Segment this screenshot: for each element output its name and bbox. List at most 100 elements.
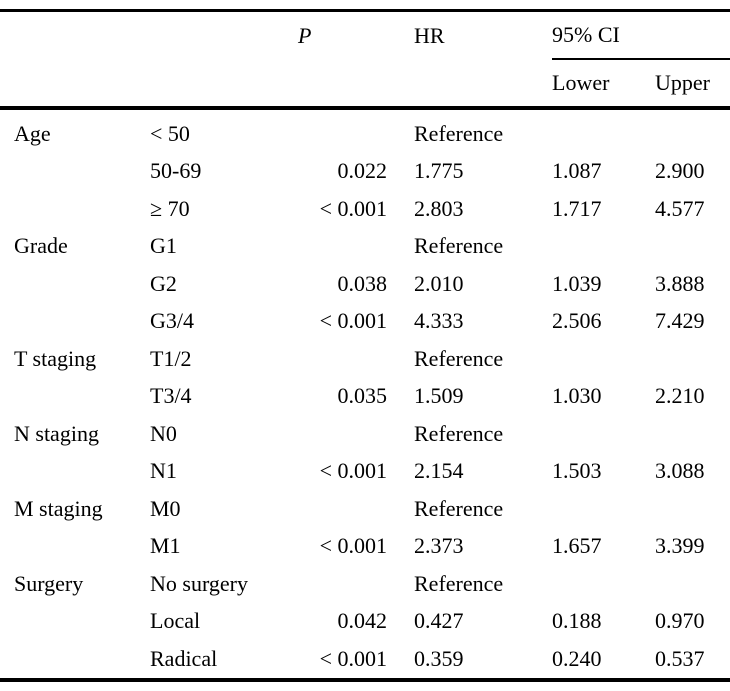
level-cell: T1/2 [150, 345, 192, 371]
table-row: Radical < 0.001 0.359 0.240 0.537 [0, 640, 730, 678]
hr-cell: 2.373 [414, 533, 464, 559]
table-row: G3/4 < 0.001 4.333 2.506 7.429 [0, 303, 730, 341]
subheader-blank-4 [387, 60, 552, 110]
ci-lower-cell: 1.039 [552, 270, 602, 296]
subheader-blank-1 [0, 60, 150, 110]
ci-lower-cell: 1.717 [552, 195, 602, 221]
category-cell: Grade [14, 233, 68, 259]
header-hr: HR [414, 22, 445, 48]
p-value-cell: < 0.001 [319, 195, 387, 221]
p-value-cell [292, 490, 387, 528]
header-p: P [298, 22, 312, 48]
ci-upper-cell [655, 228, 730, 266]
level-cell: N1 [150, 458, 177, 484]
level-cell: N0 [150, 420, 177, 446]
table-body: Age < 50 Reference 50-69 0.022 1.775 1.0… [0, 110, 730, 678]
level-cell: M1 [150, 533, 181, 559]
category-cell [0, 453, 150, 491]
header-level-blank [150, 12, 292, 60]
level-cell: G3/4 [150, 308, 194, 334]
table-row: Grade G1 Reference [0, 228, 730, 266]
ci-lower-cell: 1.087 [552, 158, 602, 184]
ci-upper-cell [655, 115, 730, 153]
level-cell: G2 [150, 270, 177, 296]
p-value-cell [292, 340, 387, 378]
table-row: N1 < 0.001 2.154 1.503 3.088 [0, 453, 730, 491]
table-row: T3/4 0.035 1.509 1.030 2.210 [0, 378, 730, 416]
category-cell [0, 265, 150, 303]
p-value-cell [292, 415, 387, 453]
hr-cell: 1.775 [414, 158, 464, 184]
level-cell: ≥ 70 [150, 195, 190, 221]
subheader-blank-2 [150, 60, 292, 110]
level-cell: G1 [150, 233, 177, 259]
ci-upper-cell: 0.970 [655, 608, 705, 634]
ci-lower-cell: 1.503 [552, 458, 602, 484]
ci-upper-cell: 2.210 [655, 383, 705, 409]
header-row-sub: Lower Upper [0, 60, 730, 110]
hr-cell: Reference [414, 233, 504, 259]
p-value-cell: < 0.001 [319, 533, 387, 559]
ci-upper-cell: 3.888 [655, 270, 705, 296]
p-value-cell: 0.038 [337, 270, 388, 296]
category-cell: N staging [14, 420, 99, 446]
level-cell: 50-69 [150, 158, 202, 184]
ci-lower-cell [552, 415, 655, 453]
ci-upper-cell: 2.900 [655, 158, 705, 184]
hr-cell: Reference [414, 570, 504, 596]
p-value-cell: < 0.001 [319, 645, 387, 671]
ci-upper-cell: 3.399 [655, 533, 705, 559]
cox-regression-table: P HR 95% CI Lower Upper Age < 50 Referen… [0, 9, 730, 682]
ci-lower-cell [552, 490, 655, 528]
p-value-cell: < 0.001 [319, 308, 387, 334]
ci-upper-cell [655, 565, 730, 603]
category-cell [0, 378, 150, 416]
p-value-cell [292, 115, 387, 153]
hr-cell: 0.427 [414, 608, 464, 634]
hr-cell: 4.333 [414, 308, 464, 334]
p-value-cell [292, 228, 387, 266]
ci-lower-cell: 1.657 [552, 533, 602, 559]
ci-lower-cell: 1.030 [552, 383, 602, 409]
subheader-ci-upper: Upper [655, 60, 730, 110]
table-row: Surgery No surgery Reference [0, 565, 730, 603]
table-row: Age < 50 Reference [0, 115, 730, 153]
table-row: M1 < 0.001 2.373 1.657 3.399 [0, 528, 730, 566]
p-value-cell: 0.035 [337, 383, 388, 409]
p-value-cell [292, 565, 387, 603]
table-row: N staging N0 Reference [0, 415, 730, 453]
table-row: M staging M0 Reference [0, 490, 730, 528]
ci-lower-cell: 2.506 [552, 308, 602, 334]
category-cell: Age [14, 120, 51, 146]
table-row: G2 0.038 2.010 1.039 3.888 [0, 265, 730, 303]
category-cell [0, 603, 150, 641]
hr-cell: 2.010 [414, 270, 464, 296]
header-row-top: P HR 95% CI [0, 12, 730, 60]
level-cell: T3/4 [150, 383, 192, 409]
category-cell [0, 303, 150, 341]
p-value-cell: 0.022 [337, 158, 388, 184]
hr-cell: 1.509 [414, 383, 464, 409]
category-cell [0, 528, 150, 566]
category-cell [0, 153, 150, 191]
table-row: T staging T1/2 Reference [0, 340, 730, 378]
table-row: ≥ 70 < 0.001 2.803 1.717 4.577 [0, 190, 730, 228]
hr-cell: 0.359 [414, 645, 464, 671]
ci-upper-cell [655, 490, 730, 528]
category-cell: M staging [14, 495, 103, 521]
table-row: Local 0.042 0.427 0.188 0.970 [0, 603, 730, 641]
category-cell [0, 190, 150, 228]
p-value-cell: 0.042 [337, 608, 388, 634]
ci-upper-cell: 7.429 [655, 308, 705, 334]
subheader-ci-lower: Lower [552, 60, 655, 110]
level-cell: Radical [150, 645, 218, 671]
header-category-blank [0, 12, 150, 60]
hr-cell: Reference [414, 420, 504, 446]
p-value-cell: < 0.001 [319, 458, 387, 484]
level-cell: M0 [150, 495, 181, 521]
ci-lower-cell [552, 565, 655, 603]
hr-cell: 2.154 [414, 458, 464, 484]
hr-cell: 2.803 [414, 195, 464, 221]
subheader-blank-3 [292, 60, 387, 110]
header-ci-spanner: 95% CI [552, 12, 730, 60]
